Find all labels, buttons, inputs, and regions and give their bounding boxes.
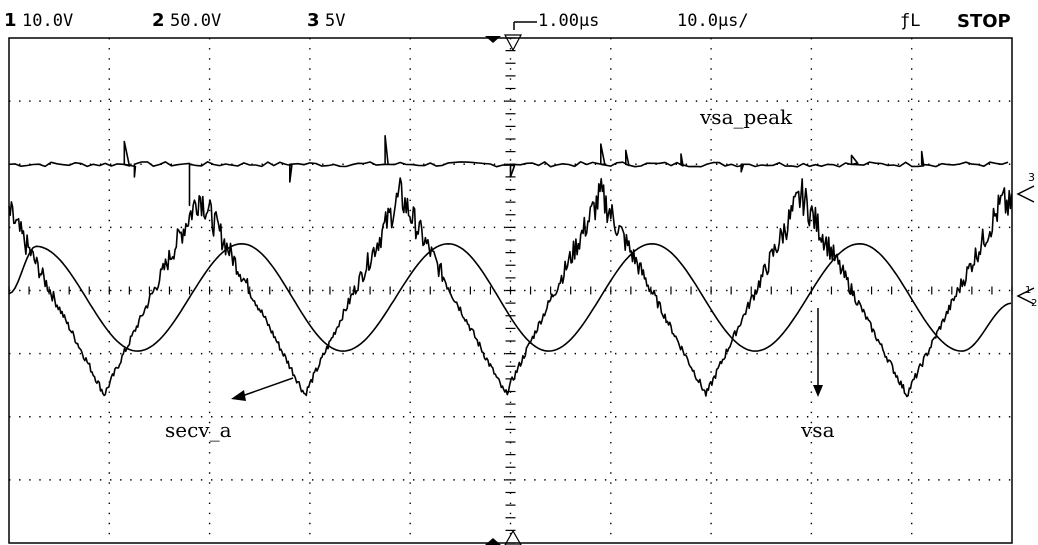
ch1-ch2-marker-icon: [1016, 287, 1035, 305]
delay-icon: [513, 21, 537, 30]
ch3-marker-label: 3: [1028, 171, 1035, 184]
trace-secv-a: [8, 177, 1013, 398]
ch2-marker-label: 2: [1031, 298, 1037, 309]
secv-a-arrow-head-icon: [231, 390, 246, 401]
ch1-scale: 10.0V: [22, 11, 73, 31]
trace-vsa-peak: [8, 135, 1009, 207]
ch3-number: 3: [307, 10, 320, 31]
delay-bottom-marker-icon: [504, 529, 522, 545]
graticule: [8, 34, 1013, 545]
trigger-mode: ƒL: [900, 11, 920, 31]
timebase-value: 10.0μs/: [677, 11, 749, 31]
secv-a-arrow-line: [241, 377, 294, 397]
vsa-peak-label: vsa_peak: [699, 105, 793, 129]
ch1-marker-label: 1: [1025, 285, 1031, 296]
vsa-arrow-head-icon: [813, 385, 823, 397]
traces: [8, 135, 1013, 398]
ch2-scale: 50.0V: [170, 11, 221, 31]
status-header: 1 10.0V 2 50.0V 3 5V 1.00μs 10.0μs/ ƒL S…: [4, 10, 1011, 32]
ch3-marker-icon: [1016, 185, 1035, 203]
ch1-number: 1: [4, 10, 17, 31]
secv-a-label: secv_a: [165, 418, 232, 442]
channel-markers: 3 1 2: [1016, 171, 1037, 309]
vsa-label: vsa: [800, 418, 835, 442]
ch3-scale: 5V: [325, 11, 345, 31]
delay-top-marker-icon: [504, 34, 522, 52]
run-state: STOP: [957, 11, 1011, 32]
ch2-number: 2: [152, 10, 165, 31]
annotations: vsa_peak secv_a vsa: [165, 105, 835, 442]
trigger-top-marker-icon: [485, 36, 501, 43]
trigger-bottom-marker-icon: [485, 538, 501, 545]
trace-vsa: [8, 243, 1012, 352]
delay-value: 1.00μs: [538, 11, 599, 31]
center-ticks: [8, 37, 1013, 544]
